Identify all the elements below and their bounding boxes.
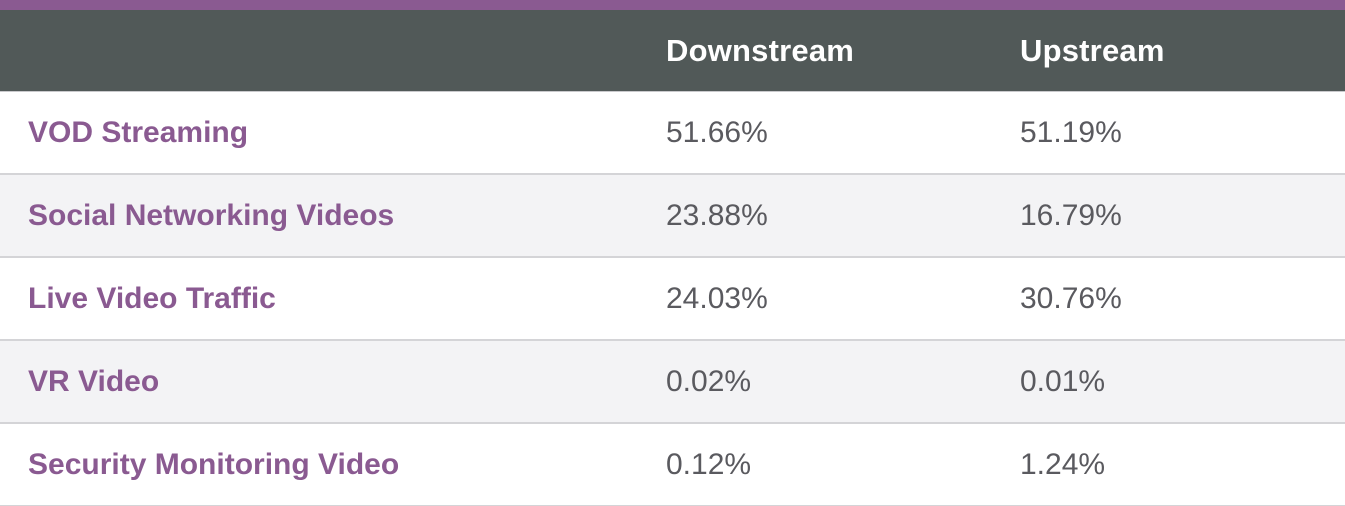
table-row: Social Networking Videos 23.88% 16.79% — [0, 175, 1345, 258]
row-upstream-value: 0.01% — [1020, 364, 1106, 398]
table-row: VR Video 0.02% 0.01% — [0, 341, 1345, 424]
table-header: Downstream Upstream — [0, 10, 1345, 92]
row-downstream-value: 24.03% — [666, 281, 768, 315]
row-downstream-value: 0.12% — [666, 447, 752, 481]
row-label: Social Networking Videos — [28, 198, 395, 232]
header-downstream: Downstream — [666, 32, 855, 68]
row-label: Security Monitoring Video — [28, 447, 400, 481]
row-downstream-value: 23.88% — [666, 198, 768, 232]
row-downstream-value: 51.66% — [666, 115, 768, 149]
table-row: Live Video Traffic 24.03% 30.76% — [0, 258, 1345, 341]
row-upstream-value: 51.19% — [1020, 115, 1122, 149]
row-upstream-value: 16.79% — [1020, 198, 1122, 232]
row-label: VR Video — [28, 364, 160, 398]
top-accent-bar — [0, 0, 1345, 10]
row-upstream-value: 1.24% — [1020, 447, 1106, 481]
table-row: Security Monitoring Video 0.12% 1.24% — [0, 424, 1345, 506]
row-upstream-value: 30.76% — [1020, 281, 1122, 315]
row-downstream-value: 0.02% — [666, 364, 752, 398]
row-label: Live Video Traffic — [28, 281, 276, 315]
header-upstream: Upstream — [1020, 32, 1165, 68]
table-row: VOD Streaming 51.66% 51.19% — [0, 92, 1345, 175]
row-label: VOD Streaming — [28, 115, 249, 149]
